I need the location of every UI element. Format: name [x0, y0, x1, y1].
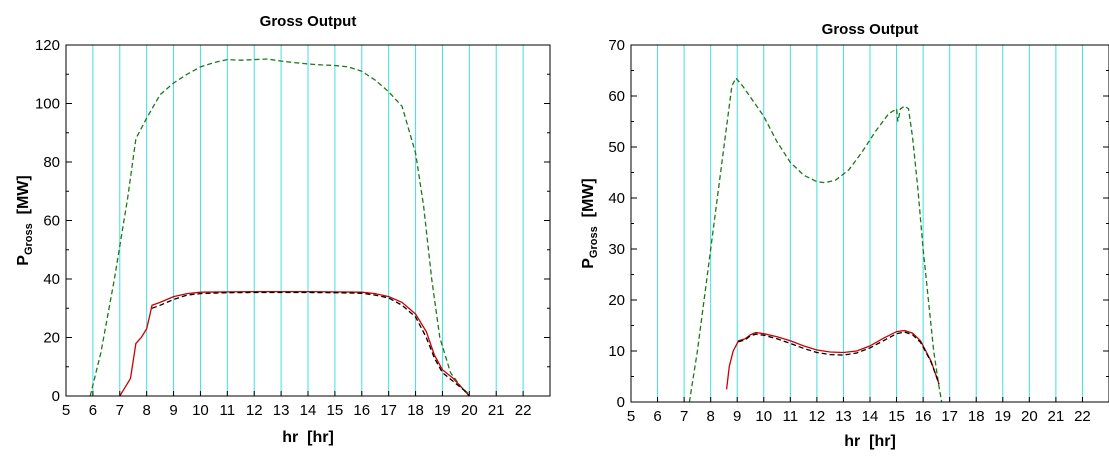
y-tick-label: 20: [43, 330, 60, 347]
y-tick-label: 10: [608, 343, 625, 360]
x-tick-label: 21: [488, 402, 505, 419]
x-tick-label: 13: [835, 408, 852, 425]
x-tick-label: 7: [680, 408, 688, 425]
x-tick-label: 22: [515, 402, 532, 419]
x-tick-label: 19: [994, 408, 1011, 425]
chart-2: 0 10 20 30 40 50 60 70 5 6 7 8 9 10 11 12 13 14 15 16 17 18 19…: [580, 21, 1109, 450]
x-tick-label: 13: [273, 402, 290, 419]
y-tick-label: 70: [608, 37, 625, 54]
y-tick-label: 50: [608, 139, 625, 156]
x-axis-label: hr [hr]: [844, 433, 896, 450]
x-tick-label: 8: [142, 402, 150, 419]
x-tick-label: 7: [116, 402, 124, 419]
series-line-3: [152, 293, 469, 397]
x-tick-label: 10: [192, 402, 209, 419]
y-tick-label: 120: [35, 37, 60, 54]
x-tick-label: 10: [755, 408, 772, 425]
y-tick-label: 0: [52, 388, 60, 405]
x-tick-label: 18: [968, 408, 985, 425]
x-tick-label: 15: [327, 402, 344, 419]
x-tick-label: 14: [862, 408, 879, 425]
x-tick-label: 20: [461, 402, 478, 419]
chart-title: Gross Output: [260, 13, 357, 30]
chart-1: 0 20 40 60 80 100 120 5 6 7 8 9 10 11 12 13 14 15 16 17 18 19…: [15, 13, 550, 446]
x-tick-label: 6: [653, 408, 661, 425]
x-tick-label: 5: [62, 402, 70, 419]
y-axis-label-sub: Gross: [588, 226, 600, 258]
y-tick-label: 100: [35, 96, 60, 113]
x-tick-label: 18: [407, 402, 424, 419]
y-axis-label-sub: Gross: [23, 223, 35, 255]
x-tick-label: 9: [733, 408, 741, 425]
x-tick-label: 11: [220, 402, 236, 419]
x-tick-label: 12: [809, 408, 826, 425]
x-tick-label: 16: [915, 408, 932, 425]
x-tick-label: 22: [1074, 408, 1091, 425]
y-axis-label-unit: [MW]: [580, 178, 597, 226]
y-tick-label: 20: [608, 292, 625, 309]
y-axis-label: PGross [MW]: [15, 175, 35, 265]
x-tick-label: 17: [941, 408, 958, 425]
y-axis-label: PGross [MW]: [580, 178, 600, 268]
x-tick-label: 14: [300, 402, 317, 419]
x-tick-label: 15: [888, 408, 905, 425]
series-line-2: [727, 331, 939, 390]
x-tick-label: 16: [353, 402, 370, 419]
x-tick-label: 6: [89, 402, 97, 419]
x-tick-label: 8: [706, 408, 714, 425]
x-tick-label: 5: [627, 408, 635, 425]
x-tick-label: 19: [434, 402, 451, 419]
y-axis-label-main: P: [15, 255, 32, 266]
y-tick-label: 60: [43, 213, 60, 230]
x-tick-label: 12: [246, 402, 263, 419]
y-tick-label: 40: [608, 190, 625, 207]
y-tick-label: 80: [43, 154, 60, 171]
series-line-1: [689, 78, 941, 402]
y-axis-label-unit: [MW]: [15, 175, 32, 223]
y-axis-label-main: P: [580, 258, 597, 269]
series-line-2: [120, 292, 470, 396]
x-tick-label: 11: [783, 408, 799, 425]
chart-title: Gross Output: [822, 21, 919, 38]
y-tick-label: 60: [608, 88, 625, 105]
y-tick-label: 0: [617, 394, 625, 411]
series-line-3: [739, 332, 940, 384]
x-axis-label: hr [hr]: [282, 429, 334, 446]
x-tick-label: 17: [380, 402, 397, 419]
x-tick-label: 21: [1048, 408, 1065, 425]
x-tick-label: 9: [169, 402, 177, 419]
x-tick-label: 20: [1021, 408, 1038, 425]
y-tick-label: 30: [608, 241, 625, 258]
y-tick-label: 40: [43, 271, 60, 288]
